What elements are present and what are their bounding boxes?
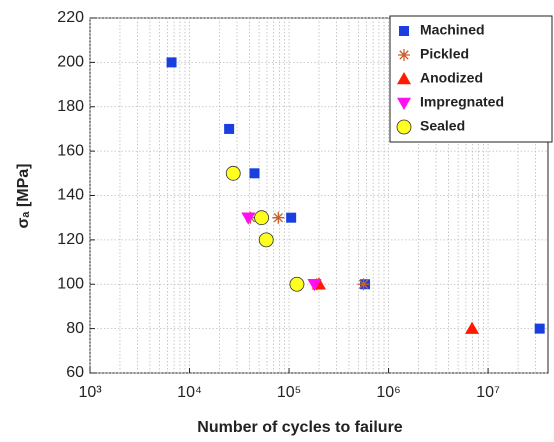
marker: [289, 276, 305, 292]
marker: [357, 278, 370, 291]
x-axis-label: Number of cycles to failure: [197, 419, 402, 436]
x-tick-label: 10⁷: [476, 384, 500, 401]
legend-label: Machined: [420, 22, 485, 38]
legend-marker: [397, 97, 411, 110]
y-tick-label: 80: [66, 320, 84, 337]
y-tick-label: 160: [57, 142, 84, 159]
marker: [534, 323, 545, 334]
legend-marker: [398, 49, 410, 61]
x-tick-label: 10⁴: [177, 384, 202, 401]
legend-label: Anodized: [420, 70, 483, 86]
marker: [241, 212, 256, 225]
legend-marker: [397, 72, 411, 85]
legend-marker: [399, 26, 409, 36]
y-tick-label: 200: [57, 54, 84, 71]
marker: [225, 165, 241, 181]
marker: [254, 210, 270, 226]
marker: [224, 123, 235, 134]
marker: [286, 212, 297, 223]
x-tick-label: 10⁵: [277, 384, 301, 401]
marker: [272, 211, 285, 224]
legend-marker: [396, 119, 412, 135]
y-tick-label: 180: [57, 98, 84, 115]
y-tick-label: 100: [57, 275, 84, 292]
y-tick-label: 140: [57, 187, 84, 204]
x-tick-label: 10⁶: [376, 384, 400, 401]
y-axis-label: σₐ [MPa]: [15, 164, 32, 229]
legend-label: Sealed: [420, 118, 465, 134]
x-tick-label: 10³: [78, 384, 102, 401]
marker: [258, 232, 274, 248]
y-tick-label: 60: [66, 364, 84, 381]
marker: [465, 321, 480, 334]
legend-label: Impregnated: [420, 94, 504, 110]
legend-label: Pickled: [420, 46, 469, 62]
y-tick-label: 120: [57, 231, 84, 248]
marker: [249, 168, 260, 179]
legend-box: [389, 15, 553, 143]
marker: [307, 279, 322, 292]
y-tick-label: 220: [57, 9, 84, 26]
marker: [166, 57, 177, 68]
